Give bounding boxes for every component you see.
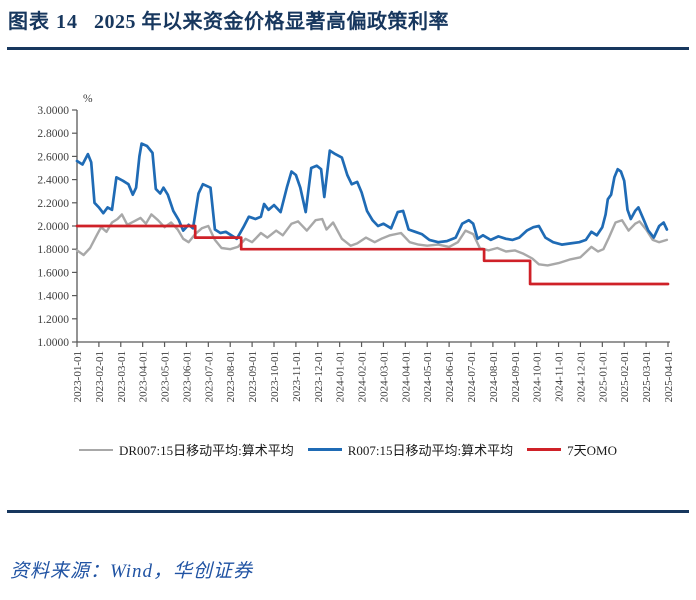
x-tick-label: 2023-09-01 <box>247 351 259 402</box>
x-tick-label: 2023-07-01 <box>203 351 215 402</box>
series-r007-line <box>75 142 669 246</box>
y-tick-label: 2.2000 <box>37 198 69 210</box>
x-tick-label: 2023-11-01 <box>291 351 303 402</box>
y-tick-label: 1.4000 <box>37 291 69 303</box>
x-tick-label: 2024-04-01 <box>400 351 412 402</box>
x-tick-label: 2025-02-01 <box>619 351 631 402</box>
x-tick-label: 2023-05-01 <box>160 351 172 402</box>
dr007-line-swatch <box>78 448 113 451</box>
x-tick-label: 2025-01-01 <box>597 351 609 402</box>
x-tick-label: 2023-10-01 <box>269 351 281 402</box>
x-tick-label: 2024-01-01 <box>335 351 347 402</box>
line-chart-canvas: 3.0000 2.8000 2.6000 2.4000 2.2000 2.0000 1.80… <box>37 93 675 402</box>
x-tick-label: 2024-08-01 <box>488 351 500 402</box>
x-tick-label: 2024-06-01 <box>444 351 456 402</box>
series-dr007-line <box>75 213 669 267</box>
y-tick-label: 1.0000 <box>37 337 69 349</box>
legend-label-dr007: DR007:15日移动平均:算术平均 <box>118 443 294 458</box>
x-tick-label: 2024-10-01 <box>532 351 544 402</box>
legend-label-omo: 7天OMO <box>567 443 618 458</box>
figure-header: 图表 14 2025 年以来资金价格显著高偏政策利率 <box>8 5 688 34</box>
x-tick-label: 2023-02-01 <box>94 351 106 402</box>
source-note: 资料来源：Wind，华创证券 <box>10 561 254 582</box>
x-tick-label: 2024-03-01 <box>378 351 390 402</box>
x-tick-label: 2023-01-01 <box>72 351 84 402</box>
chart-area: 3.0000 2.8000 2.6000 2.4000 2.2000 2.0000 1.80… <box>37 93 675 402</box>
omo-line-swatch <box>527 448 562 451</box>
y-tick-label: 2.0000 <box>37 221 69 233</box>
legend-item-dr007: DR007:15日移动平均:算术平均 <box>78 440 294 459</box>
legend-label-r007: R007:15日移动平均:算术平均 <box>347 443 514 458</box>
x-tick-label: 2024-05-01 <box>422 351 434 402</box>
figure-label: 图表 14 <box>8 11 78 33</box>
x-tick-label: 2024-12-01 <box>575 351 587 402</box>
x-tick-label: 2025-04-01 <box>663 351 675 402</box>
x-tick-label: 2023-03-01 <box>116 351 128 402</box>
legend-item-omo: 7天OMO <box>527 440 617 459</box>
x-tick-label: 2024-07-01 <box>466 351 478 402</box>
x-tick-label: 2025-03-01 <box>641 351 653 402</box>
y-tick-label: 2.6000 <box>37 151 69 163</box>
figure-title: 2025 年以来资金价格显著高偏政策利率 <box>94 11 449 33</box>
header-divider <box>7 47 689 50</box>
series-omo-line <box>75 224 670 286</box>
x-tick-label: 2024-09-01 <box>510 351 522 402</box>
y-tick-label: 1.2000 <box>37 314 69 326</box>
x-tick-label: 2023-04-01 <box>138 351 150 402</box>
x-tick-label: 2023-08-01 <box>225 351 237 402</box>
y-axis-unit-label: % <box>83 93 93 105</box>
chart-legend: DR007:15日移动平均:算术平均 R007:15日移动平均:算术平均 7天O… <box>0 440 696 459</box>
x-tick-label: 2024-11-01 <box>554 351 566 402</box>
legend-item-r007: R007:15日移动平均:算术平均 <box>307 440 514 459</box>
footer-divider <box>7 510 689 513</box>
x-tick-label: 2024-02-01 <box>357 351 369 402</box>
y-tick-label: 1.8000 <box>37 244 69 256</box>
r007-line-swatch <box>307 448 342 451</box>
y-tick-label: 3.0000 <box>37 105 69 117</box>
y-tick-label: 2.8000 <box>37 128 69 140</box>
y-tick-label: 2.4000 <box>37 175 69 187</box>
x-tick-label: 2023-06-01 <box>181 351 193 402</box>
y-tick-label: 1.6000 <box>37 267 69 279</box>
x-tick-label: 2023-12-01 <box>313 351 325 402</box>
